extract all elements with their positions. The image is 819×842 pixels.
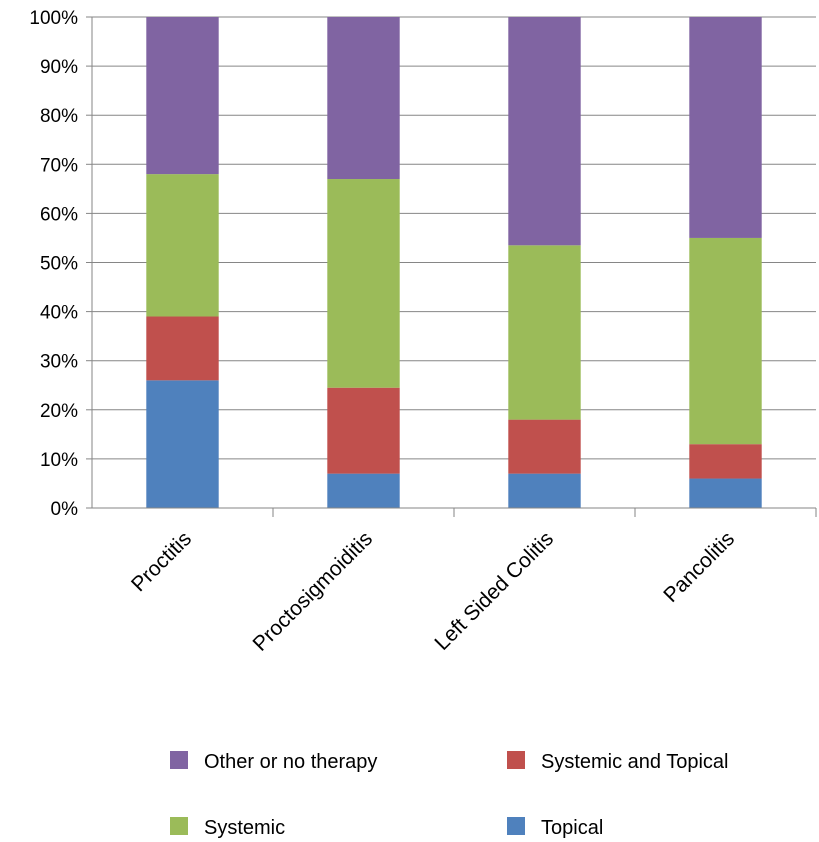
- bars: [146, 17, 762, 508]
- bar-systemic-pancolitis: [689, 237, 762, 445]
- x-tick-labels: Proctitis Proctosigmoiditis Left Sided Col…: [127, 527, 739, 656]
- x-tick-label: Left Sided Colitis: [430, 527, 558, 655]
- legend-label-systemic-and-topical: Systemic and Topical: [541, 751, 729, 773]
- bar-other-or-no-therapy-proctosigmoiditis: [327, 17, 400, 180]
- y-tick-label: 40%: [40, 303, 78, 324]
- bar-other-or-no-therapy-left-sided-colitis: [508, 17, 581, 246]
- x-tick-label: Pancolitis: [659, 527, 739, 607]
- legend-swatch-topical: [507, 817, 525, 835]
- bar-topical-proctosigmoiditis: [327, 473, 400, 508]
- legend-label-systemic: Systemic: [204, 817, 285, 839]
- axes: [86, 16, 817, 517]
- y-tick-label: 90%: [40, 57, 78, 78]
- y-tick-label: 10%: [40, 450, 78, 471]
- legend-label-other-or-no-therapy: Other or no therapy: [204, 751, 377, 773]
- y-tick-label: 50%: [40, 254, 78, 275]
- y-tick-labels: 0% 10% 20% 30% 40% 50% 60% 70% 80% 90% 100%: [29, 8, 78, 520]
- x-tick-label: Proctosigmoiditis: [249, 527, 378, 656]
- y-tick-label: 20%: [40, 401, 78, 422]
- bar-systemic-proctitis: [146, 174, 219, 317]
- legend-swatch-systemic: [170, 817, 188, 835]
- legend-label-topical: Topical: [541, 817, 603, 839]
- bar-topical-pancolitis: [689, 478, 762, 508]
- y-tick-label: 100%: [29, 8, 78, 29]
- legend-swatch-other-or-no-therapy: [170, 751, 188, 769]
- bar-systemic-and-topical-proctitis: [146, 316, 219, 381]
- bar-systemic-proctosigmoiditis: [327, 179, 400, 388]
- bar-topical-left-sided-colitis: [508, 473, 581, 508]
- legend-swatch-systemic-and-topical: [507, 751, 525, 769]
- bar-other-or-no-therapy-proctitis: [146, 17, 219, 175]
- y-tick-label: 80%: [40, 106, 78, 127]
- legend: Other or no therapy Systemic and Topical S…: [170, 751, 729, 839]
- y-tick-label: 0%: [51, 499, 79, 520]
- bar-systemic-and-topical-pancolitis: [689, 444, 762, 479]
- x-tick-label: Proctitis: [127, 527, 196, 596]
- bar-systemic-and-topical-left-sided-colitis: [508, 419, 581, 474]
- bar-systemic-left-sided-colitis: [508, 245, 581, 420]
- bar-other-or-no-therapy-pancolitis: [689, 17, 762, 238]
- y-tick-label: 30%: [40, 352, 78, 373]
- bar-systemic-and-topical-proctosigmoiditis: [327, 387, 400, 474]
- y-tick-label: 60%: [40, 204, 78, 225]
- y-tick-label: 70%: [40, 155, 78, 176]
- bar-topical-proctitis: [146, 380, 219, 508]
